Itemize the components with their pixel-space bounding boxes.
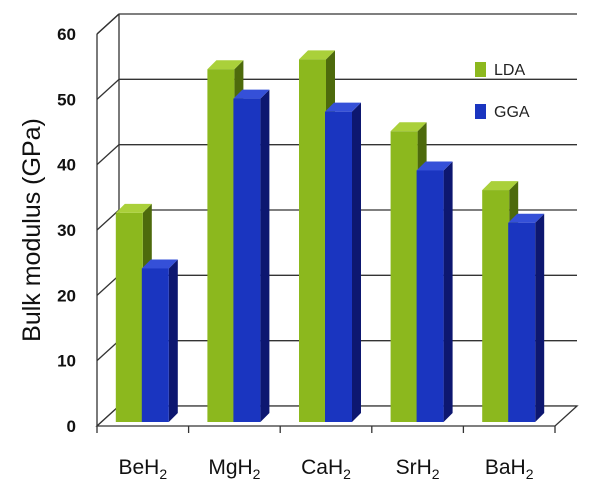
y-axis-top [96,13,120,35]
bar-top [141,259,178,269]
x-category-label: CaH2 [301,456,351,482]
bar-front [141,268,169,422]
bar-side [260,89,270,422]
bar-gga-2 [233,89,270,422]
legend-label: GGA [494,104,530,121]
bar-top [233,89,270,99]
bar-front [115,212,143,422]
legend-item-gga: GGA [475,104,530,121]
bar-front [207,69,235,422]
x-category-label: BaH2 [485,456,534,482]
bar-gga-4 [416,161,453,422]
x-category-label: MgH2 [208,456,260,482]
bar-side [535,213,545,422]
y-tick-label: 30 [57,221,76,240]
bar-front [508,222,536,422]
legend-swatch [475,104,486,119]
bar-top [482,181,519,191]
bar-top [115,203,152,213]
bar-side [443,161,453,422]
bar-top [390,122,427,132]
x-category-label: BeH2 [118,456,167,482]
bar-front [325,111,352,423]
y-tick-label: 20 [57,286,76,305]
bar-side [352,102,361,423]
bar-top [416,161,453,171]
bar-gga-1 [141,259,178,422]
y-tick-label: 50 [57,90,76,109]
bar-side [168,259,178,422]
bar-top [508,213,545,223]
gridline-diag-20 [96,274,120,296]
bar-gga-3 [325,102,361,423]
legend-item-lda: LDA [475,62,525,79]
y-tick-label: 10 [57,352,76,371]
y-tick-label: 40 [57,156,76,175]
bar-top [325,102,361,112]
bar-gga-5 [508,213,545,422]
y-axis-label: Bulk modulus (GPa) [18,118,46,342]
y-tick-label: 60 [57,25,76,44]
bars [115,50,545,423]
gridline-diag-50 [96,78,120,100]
bar-front [299,59,326,423]
bar-front [233,98,261,422]
y-tick-labels: 0 10 20 30 40 50 60 [57,25,76,436]
x-category-label: SrH2 [396,456,440,482]
legend-swatch [475,62,486,77]
y-tick-label: 0 [67,417,76,436]
bar-top [299,50,335,60]
gridline-diag-10 [96,340,120,362]
legend: LDA GGA [475,62,530,121]
bar-front [416,170,444,422]
gridline-diag-30 [96,209,120,231]
gridline-diag-40 [96,144,120,166]
bar-front [390,131,418,422]
bar-front [482,190,510,422]
legend-label: LDA [494,62,525,79]
bar-top [207,60,244,70]
x-category-labels: BeH2 MgH2 CaH2 SrH2 BaH2 [118,456,533,482]
